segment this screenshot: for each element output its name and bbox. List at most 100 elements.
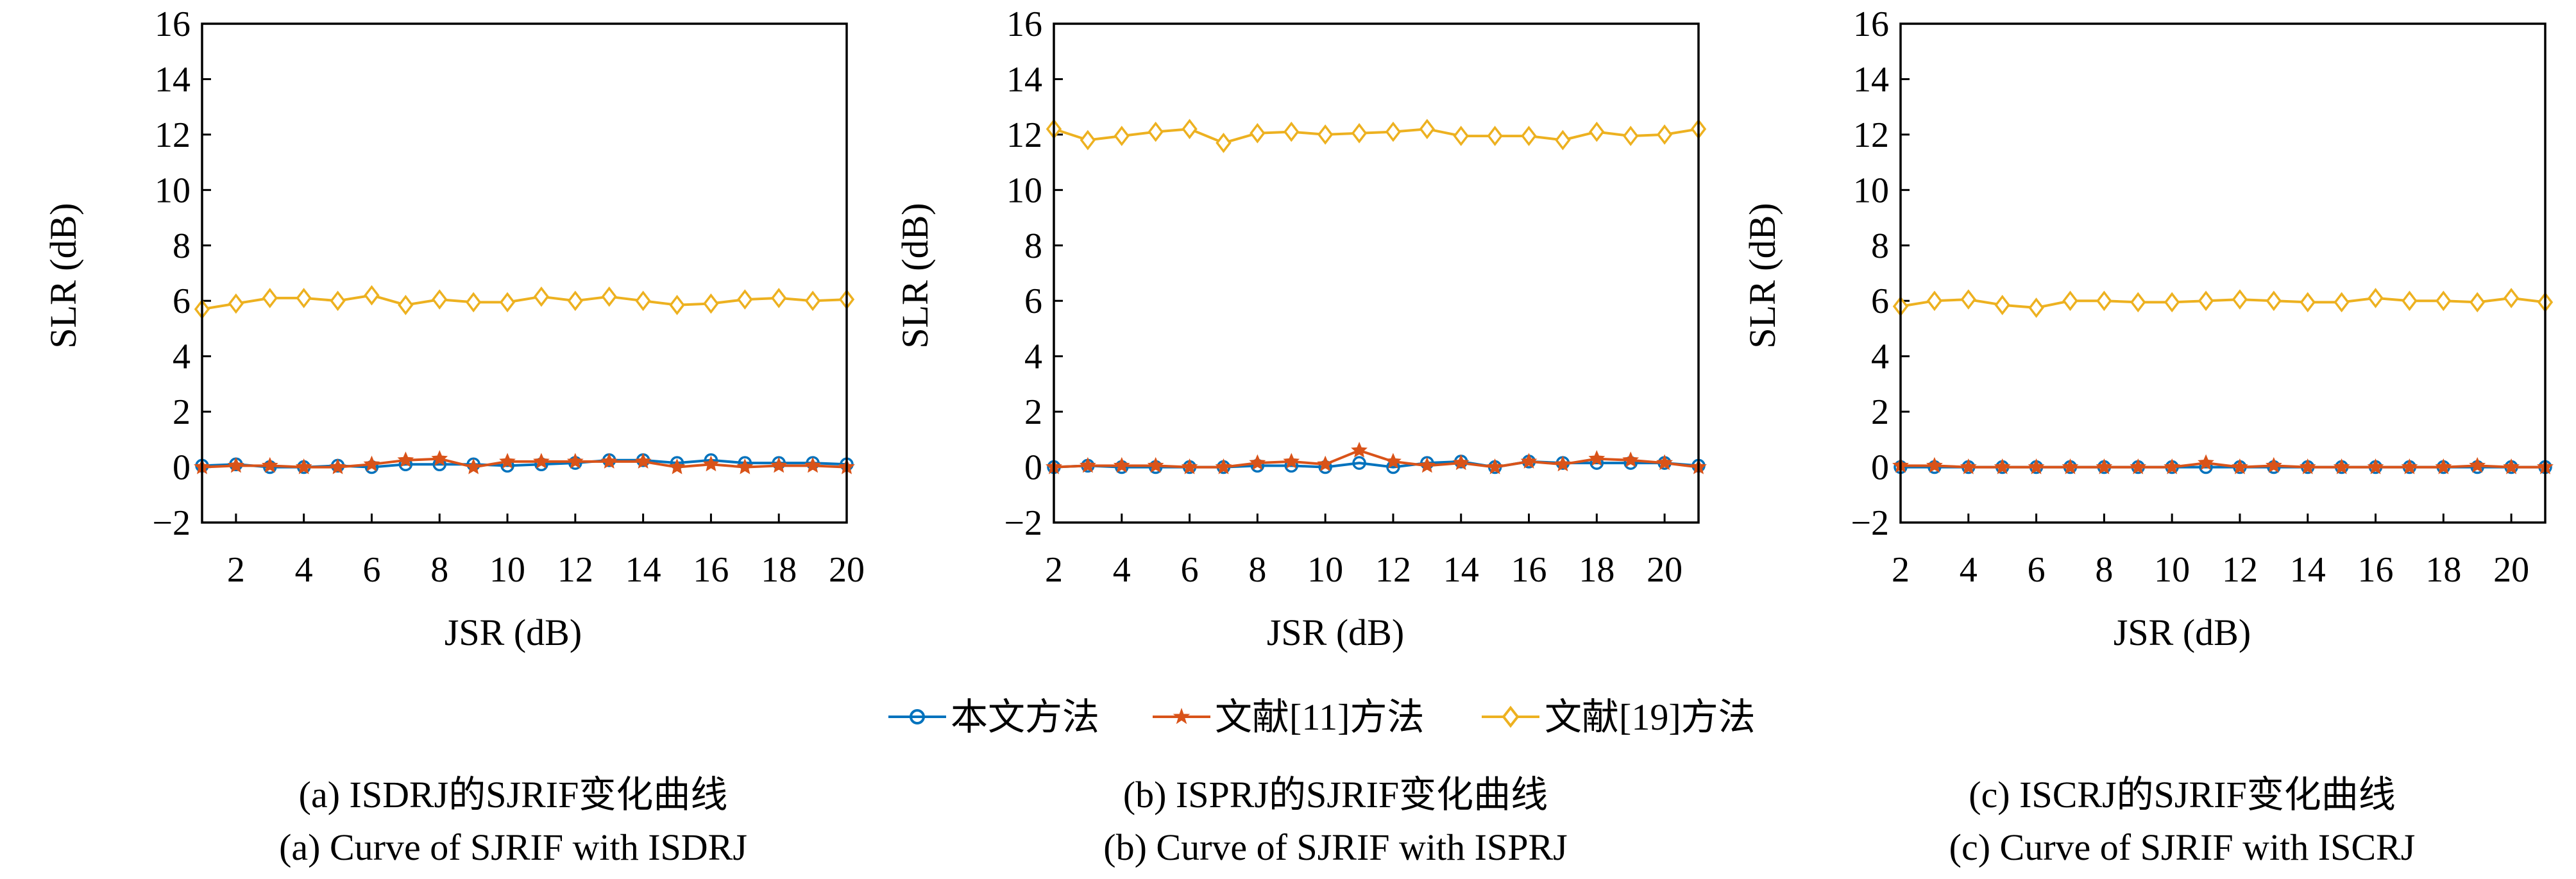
data-point-b-3 [1419, 119, 1436, 140]
data-point-a-2 [431, 450, 448, 466]
y-tick-label-c: −2 [1851, 503, 1889, 543]
data-point-c-3 [1960, 289, 1976, 310]
legend: 本文方法 文献[11]方法 文献[19]方法 [888, 696, 1756, 738]
plot-area-c: −2 0 2 4 6 8 10 12 14 16 2 4 6 8 10 12 14 16 18 20 [1851, 4, 2554, 590]
x-tick-label-c: 14 [2290, 550, 2326, 590]
x-tick-label-a: 10 [489, 550, 525, 590]
y-tick-label-b: 12 [1006, 115, 1042, 155]
y-tick-label-c: 6 [1871, 281, 1889, 321]
axes-frame-c [1899, 22, 2546, 524]
data-point-a-2 [668, 458, 686, 474]
data-point-b-2 [1283, 453, 1300, 469]
data-point-a-2 [261, 456, 278, 473]
data-point-b-3 [1351, 122, 1368, 144]
data-point-c-2 [1960, 458, 1977, 474]
x-axis-label-c: JSR (dB) [2114, 612, 2251, 653]
legend-star-marker-icon [1173, 707, 1191, 724]
data-point-c-3 [2028, 297, 2044, 318]
data-point-c-3 [1994, 294, 2010, 315]
x-tick-label-b: 20 [1647, 550, 1682, 590]
y-tick-label-a: 4 [173, 337, 191, 377]
y-tick-label-c: 4 [1871, 337, 1889, 377]
data-point-a-3 [330, 290, 346, 312]
data-point-b-2 [1079, 456, 1096, 473]
data-point-a-2 [363, 455, 380, 472]
y-axis-label-a: SLR (dB) [42, 203, 84, 348]
data-point-c-3 [2300, 292, 2316, 313]
data-point-a-2 [770, 456, 788, 473]
chart-panel-a: −2 0 2 4 6 8 10 12 14 16 2 4 6 8 10 12 14 16 18 20 JSR (dB)… [42, 4, 865, 868]
data-point-c-2 [2130, 458, 2147, 474]
data-point-b-2 [1385, 453, 1402, 469]
data-point-b-1 [1352, 456, 1366, 470]
data-point-c-2 [1926, 456, 1943, 473]
legend-label-3: 文献[19]方法 [1545, 696, 1756, 738]
data-point-b-3 [1216, 132, 1232, 153]
data-point-b-2 [1215, 458, 1232, 474]
data-point-b-2 [1181, 458, 1198, 474]
y-tick-label-b: 6 [1024, 281, 1042, 321]
chart-panel-c: −2 0 2 4 6 8 10 12 14 16 2 4 6 8 10 12 14 16 18 20 JSR (dB)… [1741, 4, 2554, 868]
axes-frame-b [1053, 22, 1700, 524]
y-tick-label-a: 8 [173, 226, 191, 266]
data-point-a-3 [533, 286, 550, 307]
y-tick-label-c: 0 [1871, 448, 1889, 488]
data-point-c-3 [2402, 290, 2418, 312]
data-point-c-3 [2130, 292, 2146, 313]
data-point-c-3 [2334, 292, 2350, 313]
x-axis-label-a: JSR (dB) [445, 612, 582, 653]
data-point-b-2 [1520, 453, 1538, 469]
legend-diamond-marker-icon [1502, 705, 1520, 728]
y-tick-label-c: 10 [1853, 171, 1889, 210]
data-point-b-3 [1080, 130, 1096, 151]
legend-label-1: 本文方法 [951, 696, 1099, 738]
data-point-c-3 [2368, 288, 2384, 308]
x-tick-label-c: 4 [1960, 550, 1978, 590]
data-point-a-3 [499, 292, 516, 313]
data-point-b-3 [1623, 126, 1639, 146]
y-tick-label-a: 16 [155, 4, 191, 44]
data-point-a-2 [465, 458, 482, 474]
data-point-b-2 [1113, 456, 1130, 473]
x-tick-label-b: 14 [1443, 550, 1479, 590]
data-point-b-3 [1656, 124, 1673, 145]
data-point-a-2 [329, 458, 346, 474]
y-tick-label-b: 4 [1024, 337, 1042, 377]
x-tick-label-a: 12 [557, 550, 593, 590]
data-point-a-3 [635, 290, 651, 312]
x-tick-label-a: 6 [362, 550, 380, 590]
y-tick-label-a: 0 [173, 448, 191, 488]
data-point-b-3 [1317, 124, 1334, 145]
x-tick-label-c: 10 [2154, 550, 2190, 590]
x-tick-label-c: 12 [2222, 550, 2258, 590]
series-line-b-2 [1053, 449, 1699, 469]
data-point-b-2 [1418, 456, 1436, 473]
y-tick-label-c: 12 [1853, 115, 1889, 155]
data-point-c-2 [2028, 458, 2045, 474]
x-tick-label-b: 16 [1511, 550, 1547, 590]
y-tick-label-c: 8 [1871, 226, 1889, 266]
data-point-c-2 [2401, 458, 2418, 474]
plot-area-a: −2 0 2 4 6 8 10 12 14 16 2 4 6 8 10 12 14 16 18 20 [152, 4, 865, 590]
data-point-b-3 [1284, 121, 1300, 142]
data-point-a-3 [737, 289, 753, 310]
y-tick-label-c: 16 [1853, 4, 1889, 44]
data-point-b-3 [1453, 126, 1469, 146]
data-point-c-2 [2333, 458, 2350, 474]
y-tick-label-b: 14 [1006, 60, 1042, 99]
data-point-c-3 [2436, 290, 2452, 312]
data-point-c-2 [2367, 458, 2384, 474]
data-point-b-2 [1588, 450, 1606, 466]
y-tick-label-b: 16 [1006, 4, 1042, 44]
data-point-b-2 [1317, 455, 1334, 472]
caption-en-b: (b) Curve of SJRIF with ISPRJ [1103, 826, 1567, 868]
data-point-a-2 [804, 456, 822, 473]
data-point-b-3 [1182, 119, 1198, 140]
data-point-a-2 [566, 453, 584, 469]
data-point-b-3 [1589, 121, 1605, 142]
data-point-c-2 [2435, 458, 2452, 474]
x-tick-label-b: 4 [1113, 550, 1131, 590]
y-tick-label-c: 14 [1853, 60, 1889, 99]
data-point-a-3 [771, 288, 787, 308]
x-tick-label-c: 16 [2358, 550, 2394, 590]
